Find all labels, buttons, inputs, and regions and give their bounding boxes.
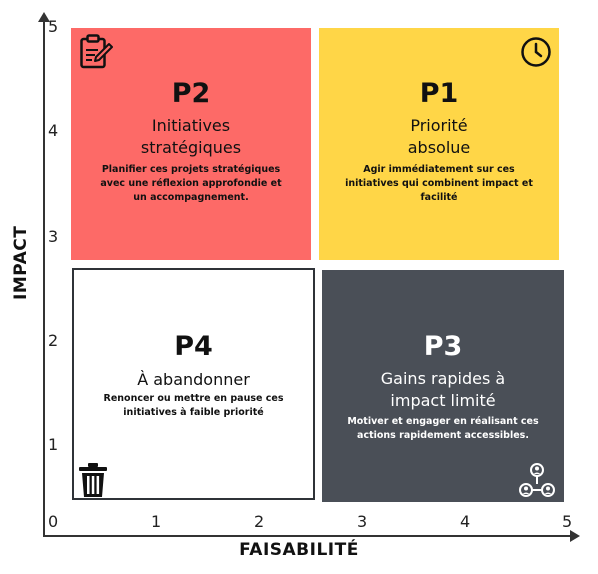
quadrant-code: P3 [423,331,463,362]
y-tick-label: 3 [48,227,59,246]
quadrant-title: Gains rapides à [380,369,506,388]
x-tick-label: 2 [254,512,265,531]
x-axis [43,535,573,537]
quadrant-title: absolue [407,138,471,157]
quadrant-code: P2 [171,78,211,109]
y-tick-label: 1 [48,435,59,454]
quadrant-p1: P1 Priorité absolue Agir immédiatement s… [319,28,559,260]
x-tick-label: 5 [562,512,573,531]
quadrant-code: P1 [419,78,459,109]
x-tick-label: 0 [48,512,59,531]
quadrant-description: Renoncer ou mettre en pause ces initiati… [103,393,284,418]
quadrant-description: Planifier ces projets stratégiques avec … [100,164,282,203]
y-axis [43,20,45,537]
trash-icon [78,462,108,502]
team-network-icon [519,462,555,502]
y-tick-label: 5 [48,17,59,36]
y-tick-label: 2 [48,331,59,350]
quadrant-description: Agir immédiatement sur ces initiatives q… [345,164,533,203]
x-tick-label: 3 [357,512,368,531]
quadrant-description: Motiver et engager en réalisant ces acti… [347,416,539,441]
y-tick-label: 4 [48,121,59,140]
quadrant-code: P4 [174,331,213,362]
quadrant-title: impact limité [390,391,496,410]
x-axis-label: FAISABILITÉ [239,540,359,560]
x-tick-label: 1 [151,512,162,531]
quadrant-title: Priorité [410,116,468,135]
clock-icon [520,36,552,72]
x-axis-arrow-icon [570,530,580,542]
y-axis-label: IMPACT [11,225,31,300]
y-axis-arrow-icon [38,12,50,22]
quadrant-p2: P2 Initiatives stratégiques Planifier ce… [71,28,311,260]
quadrant-p4: P4 À abandonner Renoncer ou mettre en pa… [72,268,315,500]
quadrant-title: À abandonner [137,370,250,389]
quadrant-p3: P3 Gains rapides à impact limité Motiver… [322,270,564,502]
quadrant-title: stratégiques [140,138,242,157]
clipboard-edit-icon [79,34,113,74]
x-tick-label: 4 [460,512,471,531]
quadrant-title: Initiatives [151,116,231,135]
